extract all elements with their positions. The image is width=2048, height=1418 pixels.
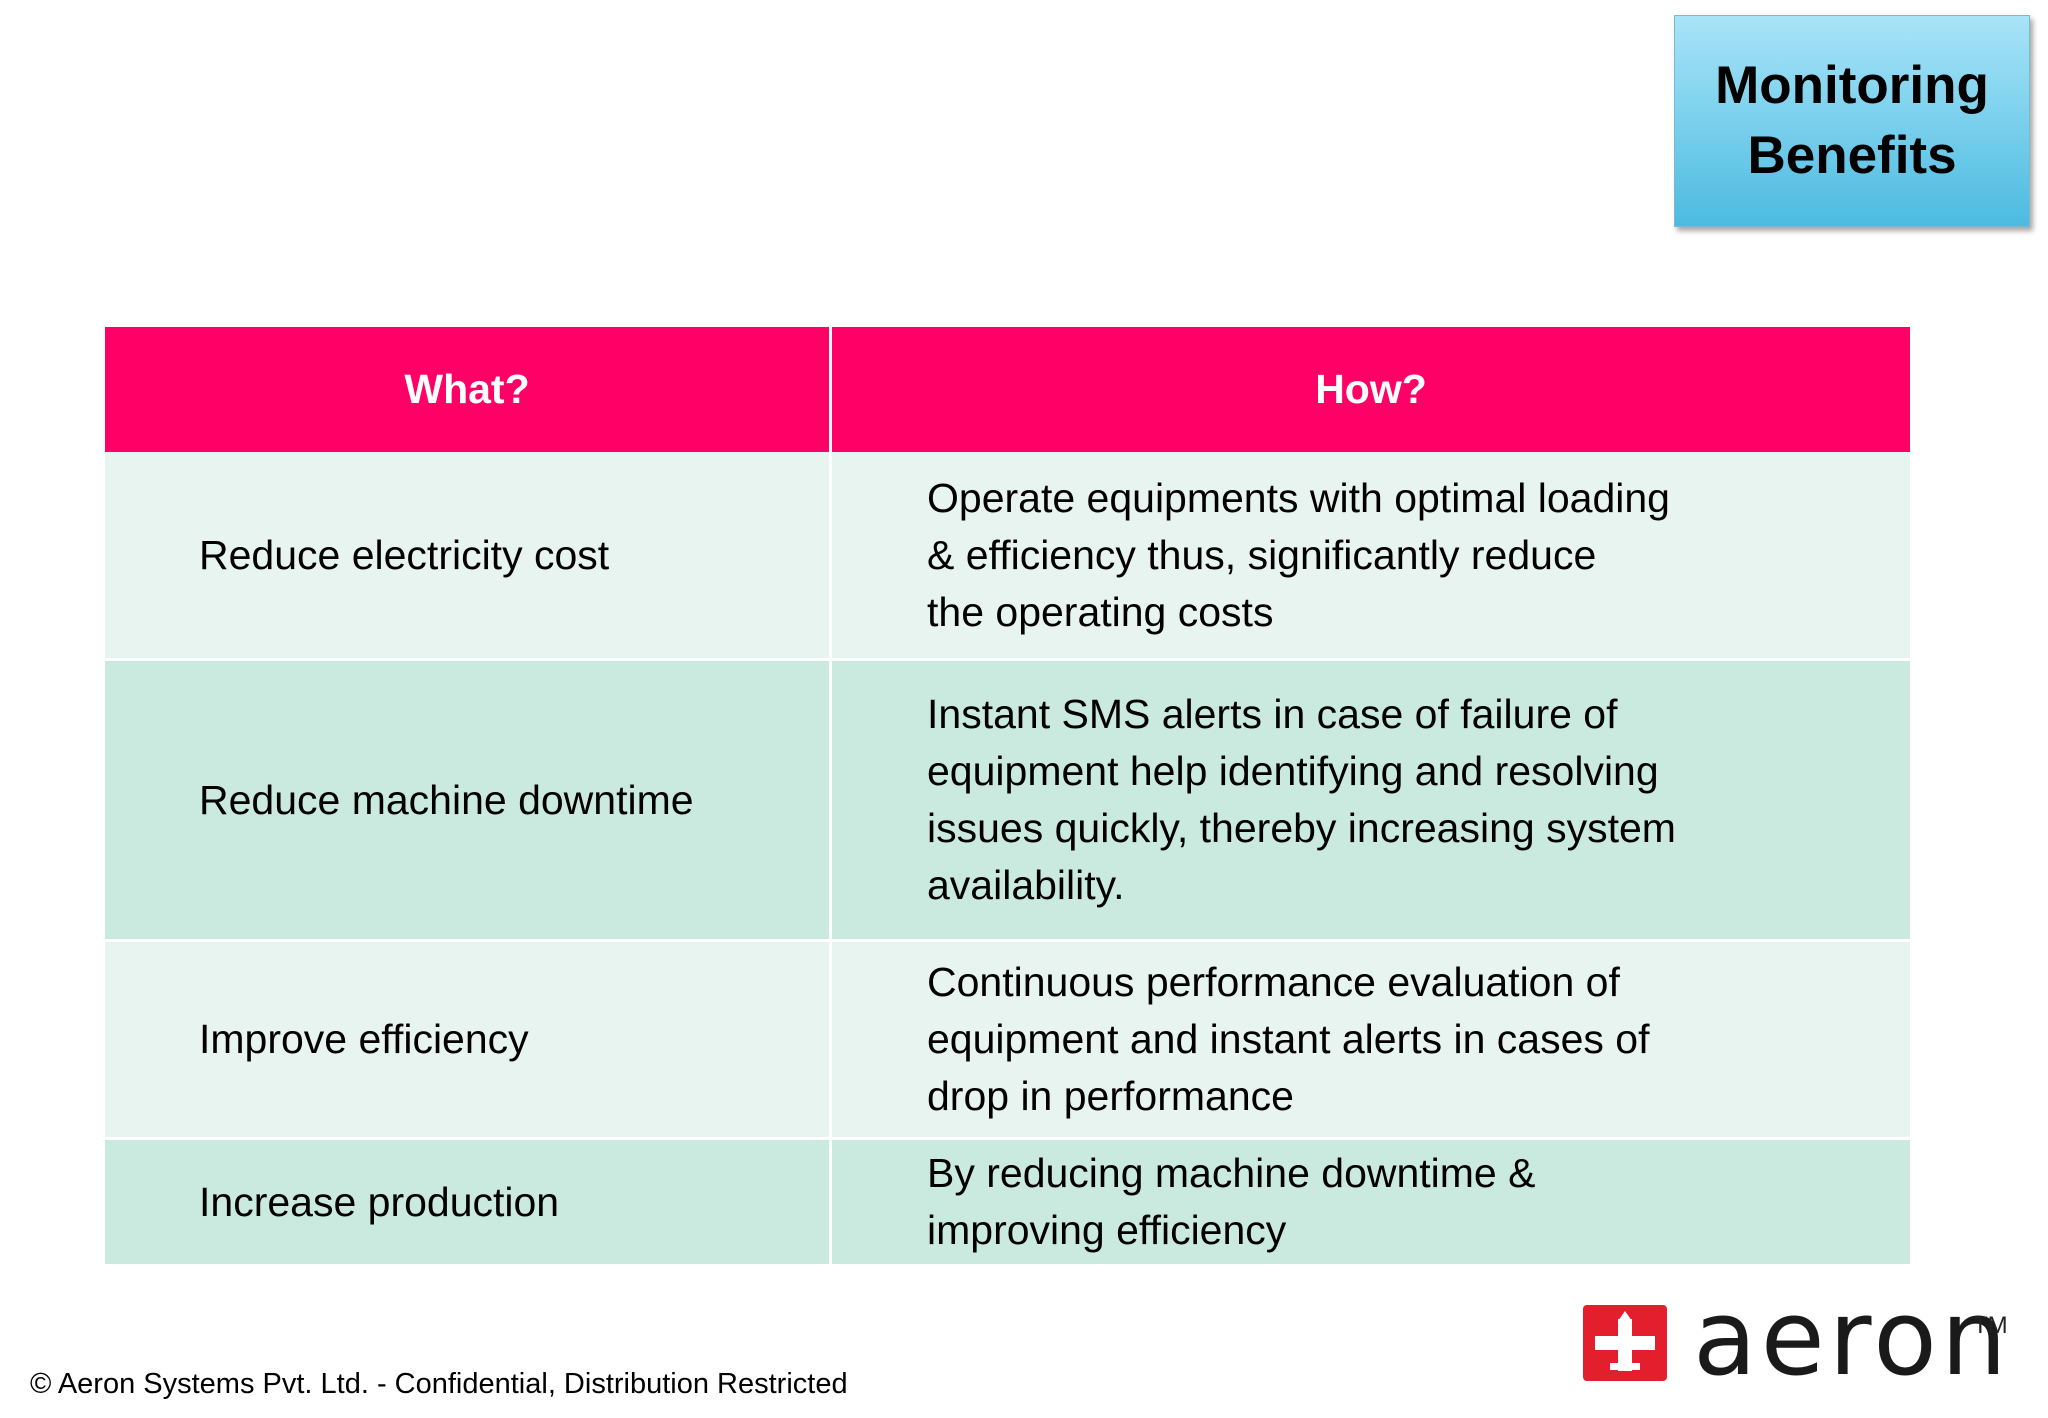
row-what: Improve efficiency (199, 1016, 529, 1062)
row-how-line: & efficiency thus, significantly reduce (927, 531, 1597, 578)
aeron-logo: aeron TM (1583, 1278, 2013, 1398)
row-how-line: drop in performance (927, 1073, 1294, 1119)
row-how: Instant SMS alerts in case of failure of… (829, 661, 1910, 939)
row-how: Operate equipments with optimal loading … (829, 452, 1910, 658)
row-what: Reduce machine downtime (199, 776, 694, 823)
trademark-mark: TM (1973, 1312, 2008, 1339)
row-how: Continuous performance evaluation of equ… (829, 942, 1910, 1137)
row-how: By reducing machine downtime & improving… (829, 1140, 1910, 1264)
table-row: Reduce machine downtime Instant SMS aler… (105, 658, 1910, 939)
row-how-line: equipment and instant alerts in cases of (927, 1016, 1650, 1062)
title-badge: Monitoring Benefits (1674, 15, 2030, 227)
row-how-line: Continuous performance evaluation of (927, 959, 1620, 1005)
table-row: Increase production By reducing machine … (105, 1137, 1910, 1264)
header-how: How? (829, 327, 1910, 452)
row-how-line: Instant SMS alerts in case of failure of (927, 691, 1618, 737)
row-how-line: availability. (927, 862, 1125, 908)
copyright-footer: © Aeron Systems Pvt. Ltd. - Confidential… (30, 1368, 848, 1400)
row-how-line: the operating costs (927, 588, 1274, 635)
row-how-line: improving efficiency (927, 1207, 1287, 1253)
row-what: Increase production (199, 1178, 560, 1225)
title-line-2: Benefits (1747, 126, 1957, 185)
row-how-line: Operate equipments with optimal loading (927, 474, 1670, 521)
table-row: Improve efficiency Continuous performanc… (105, 939, 1910, 1137)
logo-wordmark: aeron (1693, 1277, 2011, 1399)
title-line-1: Monitoring (1715, 56, 1989, 115)
table-row: Reduce electricity cost Operate equipmen… (105, 452, 1910, 658)
table-header-row: What? How? (105, 327, 1910, 452)
benefits-table: What? How? Reduce electricity cost Opera… (105, 327, 1910, 1264)
header-what: What? (404, 366, 530, 412)
row-how-line: equipment help identifying and resolving (927, 748, 1659, 794)
row-what: Reduce electricity cost (199, 531, 610, 578)
plane-cross-icon (1583, 1305, 1667, 1381)
row-how-line: By reducing machine downtime & (927, 1150, 1536, 1196)
row-how-line: issues quickly, thereby increasing syste… (927, 805, 1676, 851)
